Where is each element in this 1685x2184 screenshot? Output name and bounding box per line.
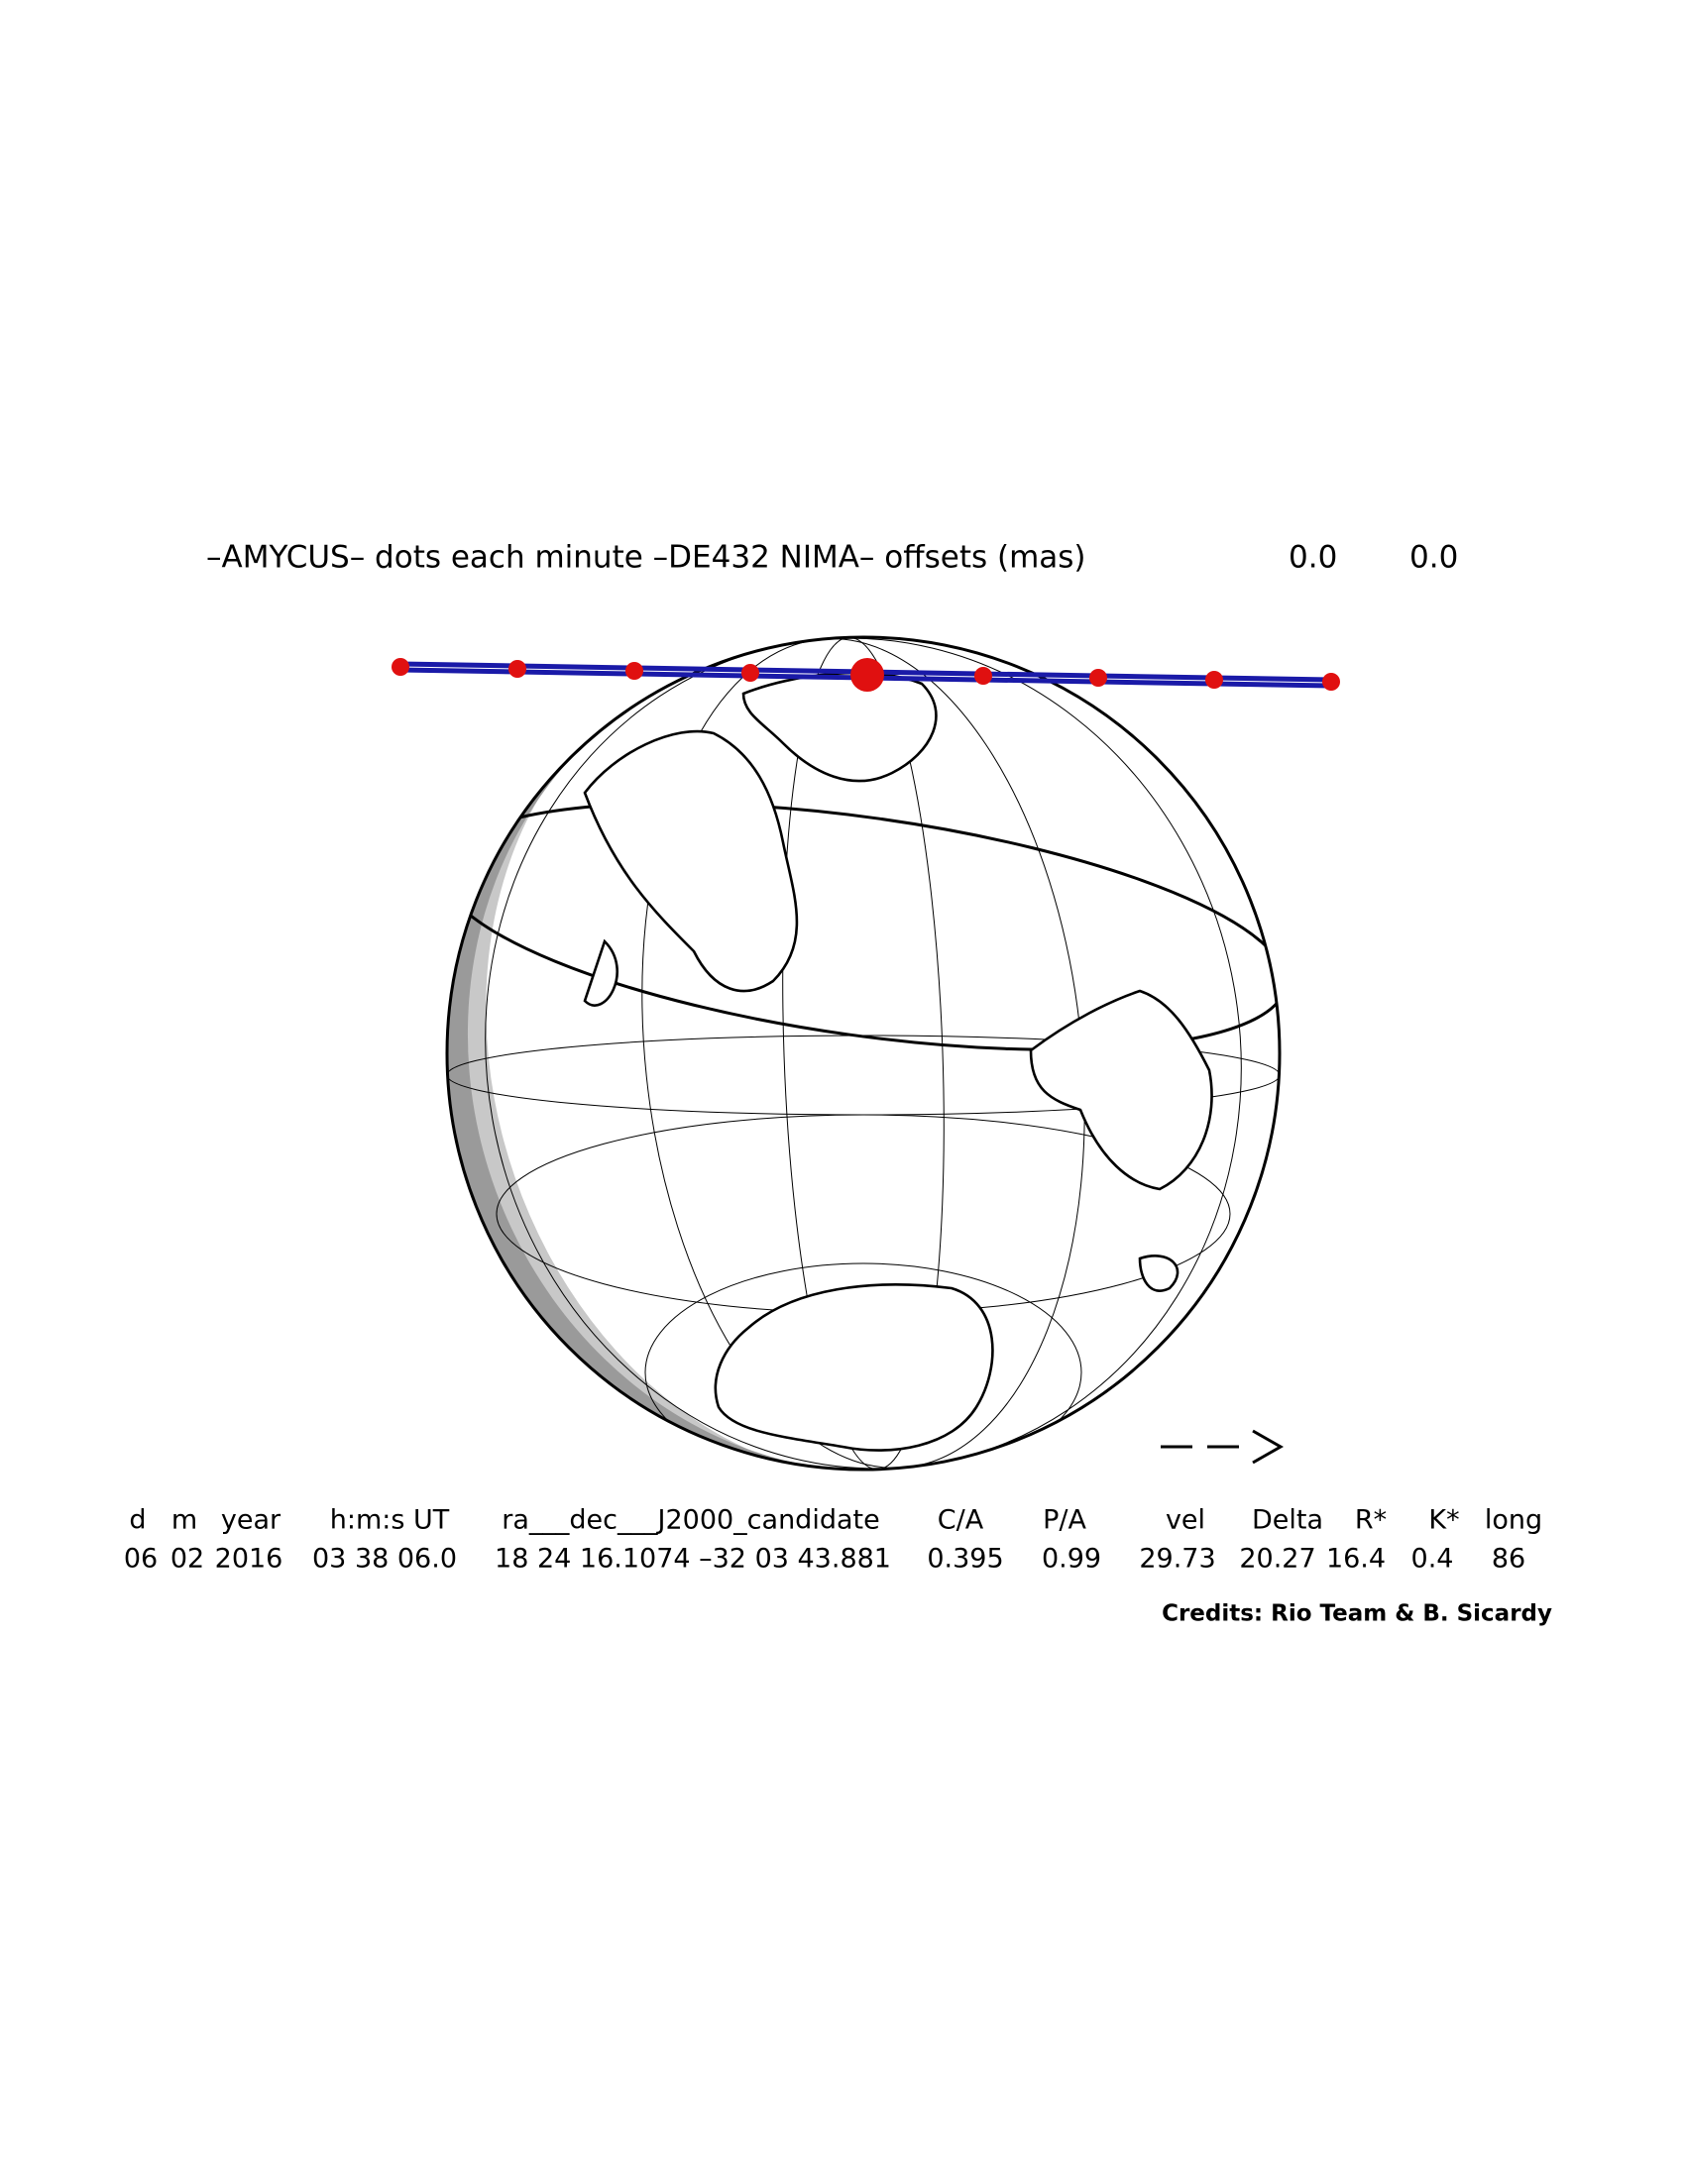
table-value: 0.395 xyxy=(927,1544,1003,1575)
table-header: m xyxy=(171,1505,197,1536)
globe xyxy=(445,635,1282,1472)
table-header: vel xyxy=(1166,1505,1205,1536)
table-header: Delta xyxy=(1252,1505,1323,1536)
credits: Credits: Rio Team & B. Sicardy xyxy=(1162,1601,1552,1627)
table-value: 06 xyxy=(124,1544,158,1575)
table-value: 0.4 xyxy=(1411,1544,1454,1575)
table-value: 16.4 xyxy=(1326,1544,1386,1575)
table-header: R* xyxy=(1355,1505,1387,1536)
offset-x: 0.0 xyxy=(1289,540,1337,576)
direction-arrow xyxy=(1161,1429,1285,1465)
table-header: K* xyxy=(1428,1505,1459,1536)
shadow-path xyxy=(392,658,1340,692)
offset-y: 0.0 xyxy=(1409,540,1458,576)
table-value: 2016 xyxy=(215,1544,283,1575)
table-header: C/A xyxy=(938,1505,984,1536)
table-value: 20.27 xyxy=(1239,1544,1315,1575)
table-header: ra___dec___J2000_candidate xyxy=(502,1505,879,1536)
table-value: 03 38 06.0 xyxy=(312,1544,457,1575)
table-header: d xyxy=(129,1505,146,1536)
table-header: long xyxy=(1485,1505,1542,1536)
table-header: h:m:s UT xyxy=(330,1505,450,1536)
table-value: 86 xyxy=(1492,1544,1525,1575)
table-header: P/A xyxy=(1043,1505,1086,1536)
event-table: d m year h:m:s UT ra___dec___J2000_candidate… xyxy=(124,1505,1542,1575)
table-header: year xyxy=(221,1505,281,1536)
table-value: 18 24 16.1074 –32 03 43.881 xyxy=(495,1544,891,1575)
table-value: 29.73 xyxy=(1139,1544,1215,1575)
table-value: 0.99 xyxy=(1042,1544,1101,1575)
title: –AMYCUS– dots each minute –DE432 NIMA– o… xyxy=(206,540,1086,576)
table-value: 02 xyxy=(170,1544,204,1575)
